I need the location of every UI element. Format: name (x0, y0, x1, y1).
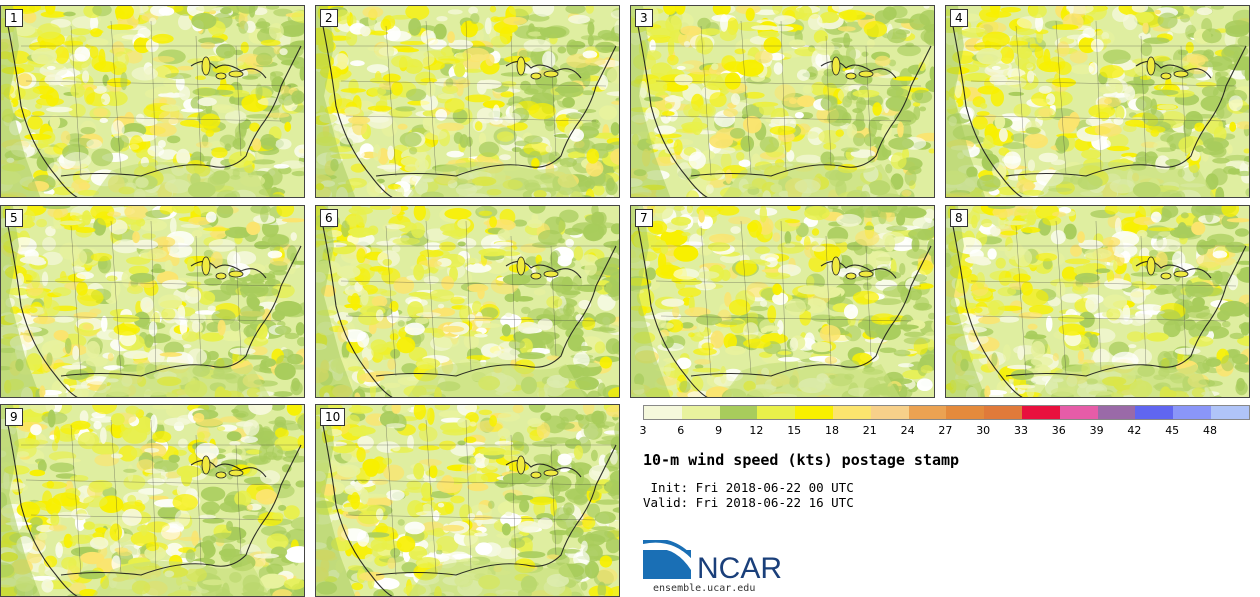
colorbar-tick-label: 15 (787, 424, 802, 437)
colorbar-swatch (644, 406, 682, 419)
colorbar-swatch (984, 406, 1022, 419)
colorbar-swatch (1097, 406, 1136, 419)
colorbar (643, 405, 1250, 420)
panel-number: 10 (320, 408, 346, 426)
map-panel-8[interactable]: 8 (945, 205, 1250, 398)
colorbar-swatch (1135, 406, 1174, 419)
colorbar-swatch (832, 406, 871, 419)
plot-title: 10-m wind speed (kts) postage stamp (643, 451, 960, 469)
map-panel-2[interactable]: 2 (315, 5, 620, 198)
colorbar-swatch (946, 406, 985, 419)
colorbar-tick-label: 48 (1203, 424, 1217, 437)
init-time: Init: Fri 2018-06-22 00 UTC (643, 480, 854, 495)
colorbar-tick-label: 30 (976, 424, 991, 437)
ncar-logo[interactable]: NCAR (643, 540, 793, 585)
map-panel-6[interactable]: 6 (315, 205, 620, 398)
colorbar-tick-label: 42 (1127, 424, 1142, 437)
colorbar-swatch (719, 406, 758, 419)
colorbar-tick-label: 45 (1165, 424, 1180, 437)
colorbar-swatch (681, 406, 720, 419)
colorbar-swatch (908, 406, 947, 419)
map-panel-7[interactable]: 7 (630, 205, 935, 398)
map-panel-1[interactable]: 1 (0, 5, 305, 198)
map-panel-3[interactable]: 3 (630, 5, 935, 198)
colorbar-swatch (795, 406, 833, 419)
colorbar-swatch (1021, 406, 1060, 419)
panel-number: 9 (5, 408, 23, 426)
logo-text: NCAR (697, 552, 782, 585)
colorbar-swatch (1210, 406, 1249, 419)
colorbar-swatch (757, 406, 796, 419)
colorbar-tick-label: 39 (1089, 424, 1104, 437)
colorbar-tick-label: 33 (1014, 424, 1028, 437)
valid-time: Valid: Fri 2018-06-22 16 UTC (643, 495, 854, 510)
panel-number: 3 (635, 9, 653, 27)
colorbar-tick-label: 21 (862, 424, 877, 437)
logo-swoosh-top (643, 540, 691, 558)
map-panel-9[interactable]: 9 (0, 404, 305, 597)
colorbar-swatch (1173, 406, 1211, 419)
panel-number: 8 (950, 209, 968, 227)
colorbar-tick-label: 6 (677, 424, 685, 437)
colorbar-swatch (1059, 406, 1098, 419)
colorbar-tick-label: 12 (749, 424, 764, 437)
colorbar-swatch (870, 406, 909, 419)
colorbar-tick-label: 24 (900, 424, 915, 437)
panel-number: 7 (635, 209, 653, 227)
map-panel-4[interactable]: 4 (945, 5, 1250, 198)
map-panel-10[interactable]: 10 (315, 404, 620, 597)
panel-number: 2 (320, 9, 338, 27)
website-url[interactable]: ensemble.ucar.edu (653, 583, 756, 594)
logo-swoosh (643, 542, 691, 570)
colorbar-tick-label: 18 (825, 424, 839, 437)
panel-number: 6 (320, 209, 338, 227)
colorbar-tick-label: 27 (938, 424, 953, 437)
colorbar-tick-label: 36 (1051, 424, 1066, 437)
panel-number: 1 (5, 9, 23, 27)
panel-number: 5 (5, 209, 23, 227)
map-panel-5[interactable]: 5 (0, 205, 305, 398)
colorbar-tick-label: 3 (639, 424, 647, 437)
panel-number: 4 (950, 9, 968, 27)
colorbar-tick-label: 9 (715, 424, 723, 437)
